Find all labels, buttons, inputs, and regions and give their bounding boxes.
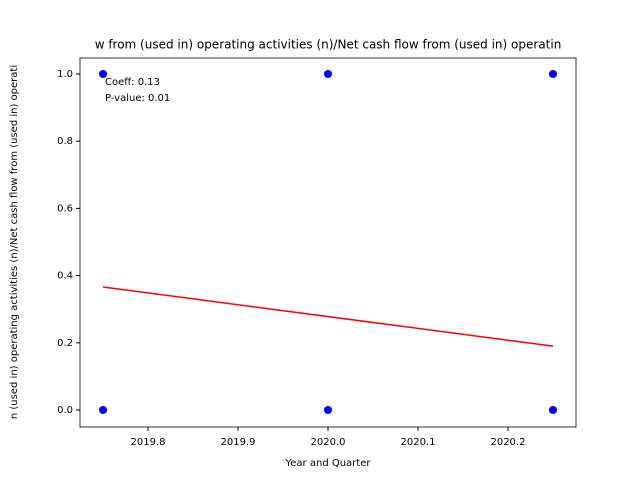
y-axis-label: n (used in) operating activities (n)/Net…: [9, 65, 20, 419]
y-tick-label: 0.8: [57, 136, 73, 147]
point: [324, 69, 332, 78]
point: [548, 69, 557, 78]
x-tick-label: 2019.8: [131, 437, 166, 448]
y-tick-label: 1.0: [57, 69, 73, 80]
point: [324, 405, 332, 414]
fit-line: [102, 286, 554, 347]
annotation: P-value: 0.01: [105, 93, 170, 104]
point: [99, 69, 108, 78]
y-tick-label: 0.2: [57, 338, 73, 349]
annotation: Coeff: 0.13: [105, 77, 160, 88]
x-tick-label: 2020.2: [490, 437, 525, 448]
y-tick-label: 0.6: [57, 203, 73, 214]
y-tick-label: 0.0: [57, 405, 73, 416]
y-tick-label: 0.4: [57, 271, 73, 282]
x-tick-label: 2020.0: [311, 437, 346, 448]
point: [99, 405, 108, 414]
x-tick-label: 2019.9: [221, 437, 256, 448]
chart-title: w from (used in) operating activities (n…: [95, 38, 562, 52]
x-tick-label: 2020.1: [400, 437, 435, 448]
point: [548, 405, 557, 414]
x-axis-label: Year and Quarter: [285, 458, 372, 469]
plot-frame: [79, 57, 577, 428]
